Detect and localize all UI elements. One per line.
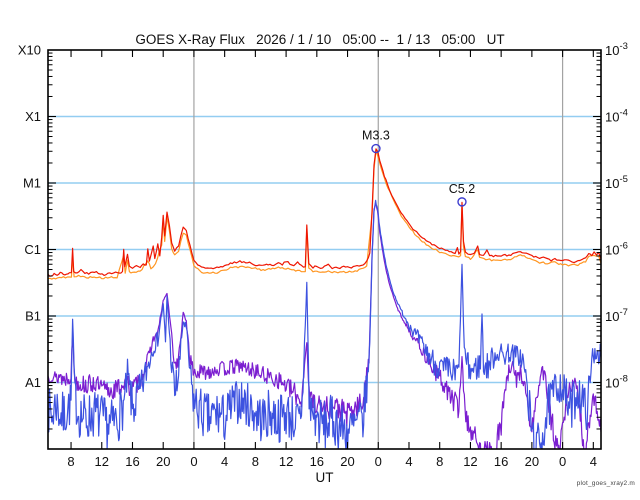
- watermark-script-name: plot_goes_xray2.m: [576, 480, 635, 487]
- x-tick-label: 0: [375, 454, 382, 469]
- x-tick-label: 20: [340, 454, 354, 469]
- y-left-label: M1: [23, 176, 41, 191]
- y-right-label: 10-3: [605, 41, 628, 58]
- x-tick-label: 20: [525, 454, 539, 469]
- series-xray-short-05-4A-primary: [48, 199, 601, 449]
- y-right-label: 10-4: [605, 108, 628, 125]
- y-left-label: X1: [25, 109, 41, 124]
- x-tick-label: 20: [156, 454, 170, 469]
- x-tick-label: 12: [279, 454, 293, 469]
- y-right-label: 10-6: [605, 241, 628, 258]
- x-tick-label: 16: [125, 454, 139, 469]
- x-tick-label: 16: [494, 454, 508, 469]
- x-tick-label: 8: [67, 454, 74, 469]
- x-tick-label: 8: [252, 454, 259, 469]
- x-tick-label: 8: [436, 454, 443, 469]
- x-tick-label: 4: [221, 454, 228, 469]
- x-tick-label: 0: [559, 454, 566, 469]
- y-left-label: A1: [25, 375, 41, 390]
- y-right-label: 10-8: [605, 374, 628, 391]
- flare-peak-marker: [371, 143, 381, 154]
- flare-peak-marker: [457, 197, 467, 207]
- y-right-label: 10-5: [605, 174, 628, 191]
- flare-annotation: C5.2: [449, 182, 475, 196]
- x-axis-label: UT: [315, 470, 334, 485]
- flare-annotation: M3.3: [362, 129, 390, 143]
- chart-title: GOES X-Ray Flux 2026 / 1 / 10 05:00 -- 1…: [135, 32, 505, 47]
- x-tick-label: 12: [95, 454, 109, 469]
- series-xray-long-1-8A-secondary: [48, 149, 601, 280]
- y-left-label: B1: [25, 309, 41, 324]
- y-left-label: C1: [24, 242, 41, 257]
- x-tick-label: 4: [590, 454, 597, 469]
- x-tick-label: 16: [310, 454, 324, 469]
- x-tick-label: 4: [405, 454, 412, 469]
- x-tick-label: 12: [463, 454, 477, 469]
- x-tick-label: 0: [190, 454, 197, 469]
- series-xray-long-1-8A-primary: [48, 148, 601, 277]
- y-left-label: X10: [18, 43, 41, 58]
- y-right-label: 10-7: [605, 307, 628, 324]
